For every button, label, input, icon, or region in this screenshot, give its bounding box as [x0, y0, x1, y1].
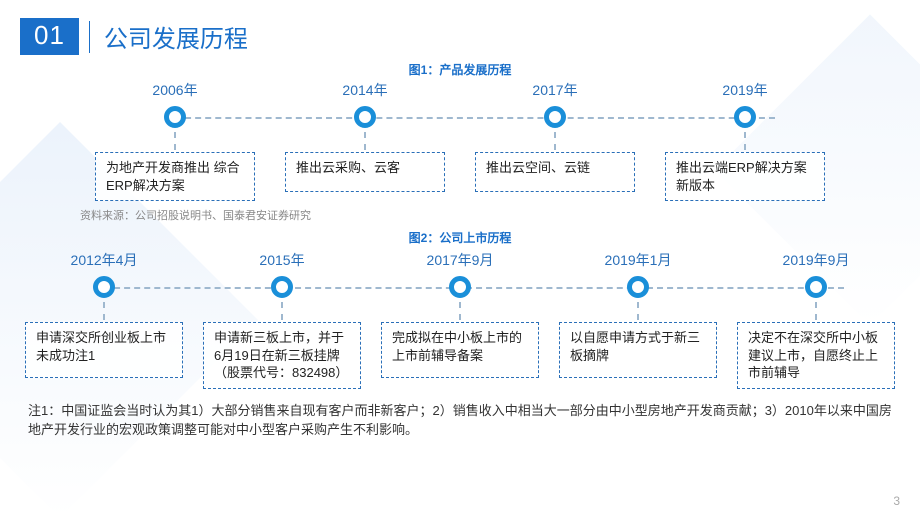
figure1-title: 图1：产品发展历程	[0, 61, 920, 78]
timeline-connector	[103, 302, 105, 320]
timeline-axis	[175, 117, 775, 119]
timeline-box: 推出云空间、云链	[475, 152, 635, 192]
timeline-year: 2019年1月	[605, 250, 672, 270]
timeline-products: 2006年 为地产开发商推出 综合ERP解决方案 2014年 推出云采购、云客 …	[0, 80, 920, 201]
timeline-year: 2015年	[259, 250, 304, 270]
slide-header: 01 公司发展历程	[0, 0, 920, 55]
timeline-node-icon	[627, 276, 649, 298]
timeline-box: 申请新三板上市，并于6月19日在新三板挂牌（股票代号：832498）	[203, 322, 361, 389]
section-number-badge: 01	[20, 18, 79, 55]
timeline-year: 2019年9月	[783, 250, 850, 270]
timeline-row: 2006年 为地产开发商推出 综合ERP解决方案 2014年 推出云采购、云客 …	[0, 80, 920, 201]
timeline-item: 2006年 为地产开发商推出 综合ERP解决方案	[80, 80, 270, 201]
timeline-box: 以自愿申请方式于新三板摘牌	[559, 322, 717, 378]
timeline-connector	[815, 302, 817, 320]
page-number: 3	[893, 494, 900, 508]
timeline-node-icon	[271, 276, 293, 298]
timeline-item: 2012年4月 申请深交所创业板上市未成功注1	[15, 250, 193, 389]
timeline-item: 2017年9月 完成拟在中小板上市的上市前辅导备案	[371, 250, 549, 389]
timeline-box: 完成拟在中小板上市的上市前辅导备案	[381, 322, 539, 378]
header-divider	[89, 21, 90, 53]
timeline-axis	[104, 287, 844, 289]
timeline-box: 推出云端ERP解决方案新版本	[665, 152, 825, 201]
timeline-item: 2019年9月 决定不在深交所中小板建议上市，自愿终止上市前辅导	[727, 250, 905, 389]
timeline-connector	[459, 302, 461, 320]
timeline-connector	[744, 132, 746, 150]
timeline-connector	[554, 132, 556, 150]
timeline-year: 2019年	[722, 80, 767, 100]
timeline-box: 为地产开发商推出 综合ERP解决方案	[95, 152, 255, 201]
timeline-year: 2014年	[342, 80, 387, 100]
timeline-item: 2019年1月 以自愿申请方式于新三板摘牌	[549, 250, 727, 389]
timeline-connector	[637, 302, 639, 320]
timeline-year: 2017年9月	[427, 250, 494, 270]
timeline-year: 2012年4月	[71, 250, 138, 270]
timeline-item: 2019年 推出云端ERP解决方案新版本	[650, 80, 840, 201]
timeline-connector	[174, 132, 176, 150]
timeline-item: 2017年 推出云空间、云链	[460, 80, 650, 201]
timeline-item: 2014年 推出云采购、云客	[270, 80, 460, 201]
timeline-item: 2015年 申请新三板上市，并于6月19日在新三板挂牌（股票代号：832498）	[193, 250, 371, 389]
source-text: 资料来源：公司招股说明书、国泰君安证券研究	[80, 207, 920, 223]
timeline-node-icon	[93, 276, 115, 298]
timeline-node-icon	[805, 276, 827, 298]
timeline-connector	[281, 302, 283, 320]
timeline-node-icon	[164, 106, 186, 128]
timeline-node-icon	[354, 106, 376, 128]
section-title: 公司发展历程	[104, 19, 248, 54]
timeline-row: 2012年4月 申请深交所创业板上市未成功注1 2015年 申请新三板上市，并于…	[0, 250, 920, 389]
timeline-node-icon	[449, 276, 471, 298]
timeline-node-icon	[734, 106, 756, 128]
timeline-box: 决定不在深交所中小板建议上市，自愿终止上市前辅导	[737, 322, 895, 389]
timeline-year: 2006年	[152, 80, 197, 100]
footnote: 注1：中国证监会当时认为其1）大部分销售来自现有客户而非新客户；2）销售收入中相…	[28, 401, 892, 440]
timeline-box: 推出云采购、云客	[285, 152, 445, 192]
figure2-title: 图2：公司上市历程	[0, 229, 920, 246]
timeline-box: 申请深交所创业板上市未成功注1	[25, 322, 183, 378]
timeline-year: 2017年	[532, 80, 577, 100]
timeline-listing: 2012年4月 申请深交所创业板上市未成功注1 2015年 申请新三板上市，并于…	[0, 250, 920, 389]
timeline-node-icon	[544, 106, 566, 128]
timeline-connector	[364, 132, 366, 150]
